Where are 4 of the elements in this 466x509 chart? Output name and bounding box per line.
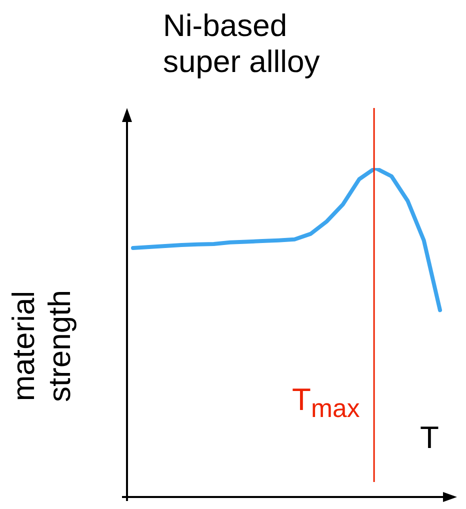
annotation: T$_{max}$ bbox=[292, 382, 360, 426]
chart-title: Ni-based super allloy bbox=[163, 8, 320, 80]
y-axis-title: material strength bbox=[6, 289, 78, 404]
x-axis-title: T bbox=[420, 420, 439, 456]
